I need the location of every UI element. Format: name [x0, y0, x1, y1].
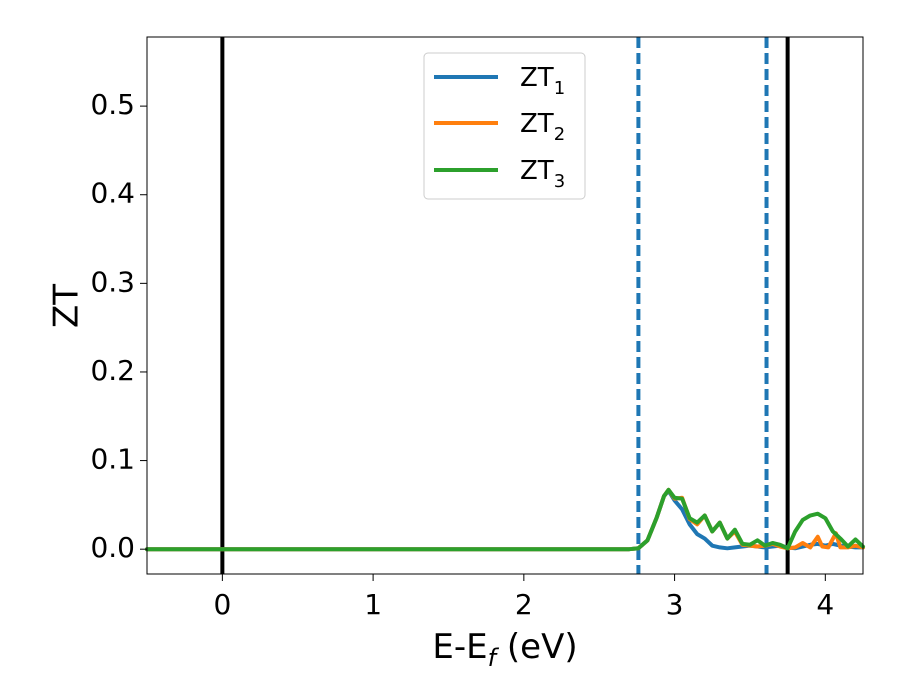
x-tick-label-4: 3: [666, 588, 684, 621]
legend-label-2-base: ZT: [520, 109, 554, 139]
x-tick-label-5: 4: [816, 588, 834, 621]
y-tick-label-6: 0.5: [90, 88, 135, 121]
x-axis: 0 1 2 3 4: [213, 574, 834, 621]
legend-label-1: ZT1: [520, 63, 565, 99]
y-tick-label-4: 0.3: [90, 265, 135, 298]
y-tick-label-2: 0.1: [90, 443, 135, 476]
x-tick-label-2: 1: [364, 588, 382, 621]
legend: ZT1 ZT2 ZT3: [423, 52, 586, 200]
x-tick-label-1: 0: [213, 588, 231, 621]
legend-label-2-sub: 2: [554, 124, 565, 145]
y-tick-label-3: 0.2: [90, 354, 135, 387]
x-axis-label: E-Ef (eV): [432, 627, 577, 672]
reference-lines: [220, 37, 790, 574]
legend-label-1-base: ZT: [520, 63, 554, 93]
y-tick-label-1: 0.0: [90, 531, 135, 564]
legend-label-3-sub: 3: [554, 171, 565, 192]
y-tick-label-5: 0.4: [90, 177, 135, 210]
legend-label-1-sub: 1: [554, 78, 565, 99]
legend-box: [423, 52, 586, 200]
legend-label-3-base: ZT: [520, 156, 554, 186]
x-axis-label-base: E-E: [432, 627, 487, 667]
plot-frame: [146, 36, 864, 575]
legend-label-2: ZT2: [520, 109, 565, 145]
y-axis: 0.0 0.1 0.2 0.3 0.4 0.5: [90, 88, 147, 564]
y-axis-label: ZT: [47, 284, 87, 328]
x-tick-label-3: 2: [515, 588, 533, 621]
series-line-3: [145, 487, 865, 552]
series-group: [145, 487, 865, 552]
x-axis-label-tail: (eV): [496, 627, 578, 667]
legend-label-3: ZT3: [520, 156, 565, 192]
